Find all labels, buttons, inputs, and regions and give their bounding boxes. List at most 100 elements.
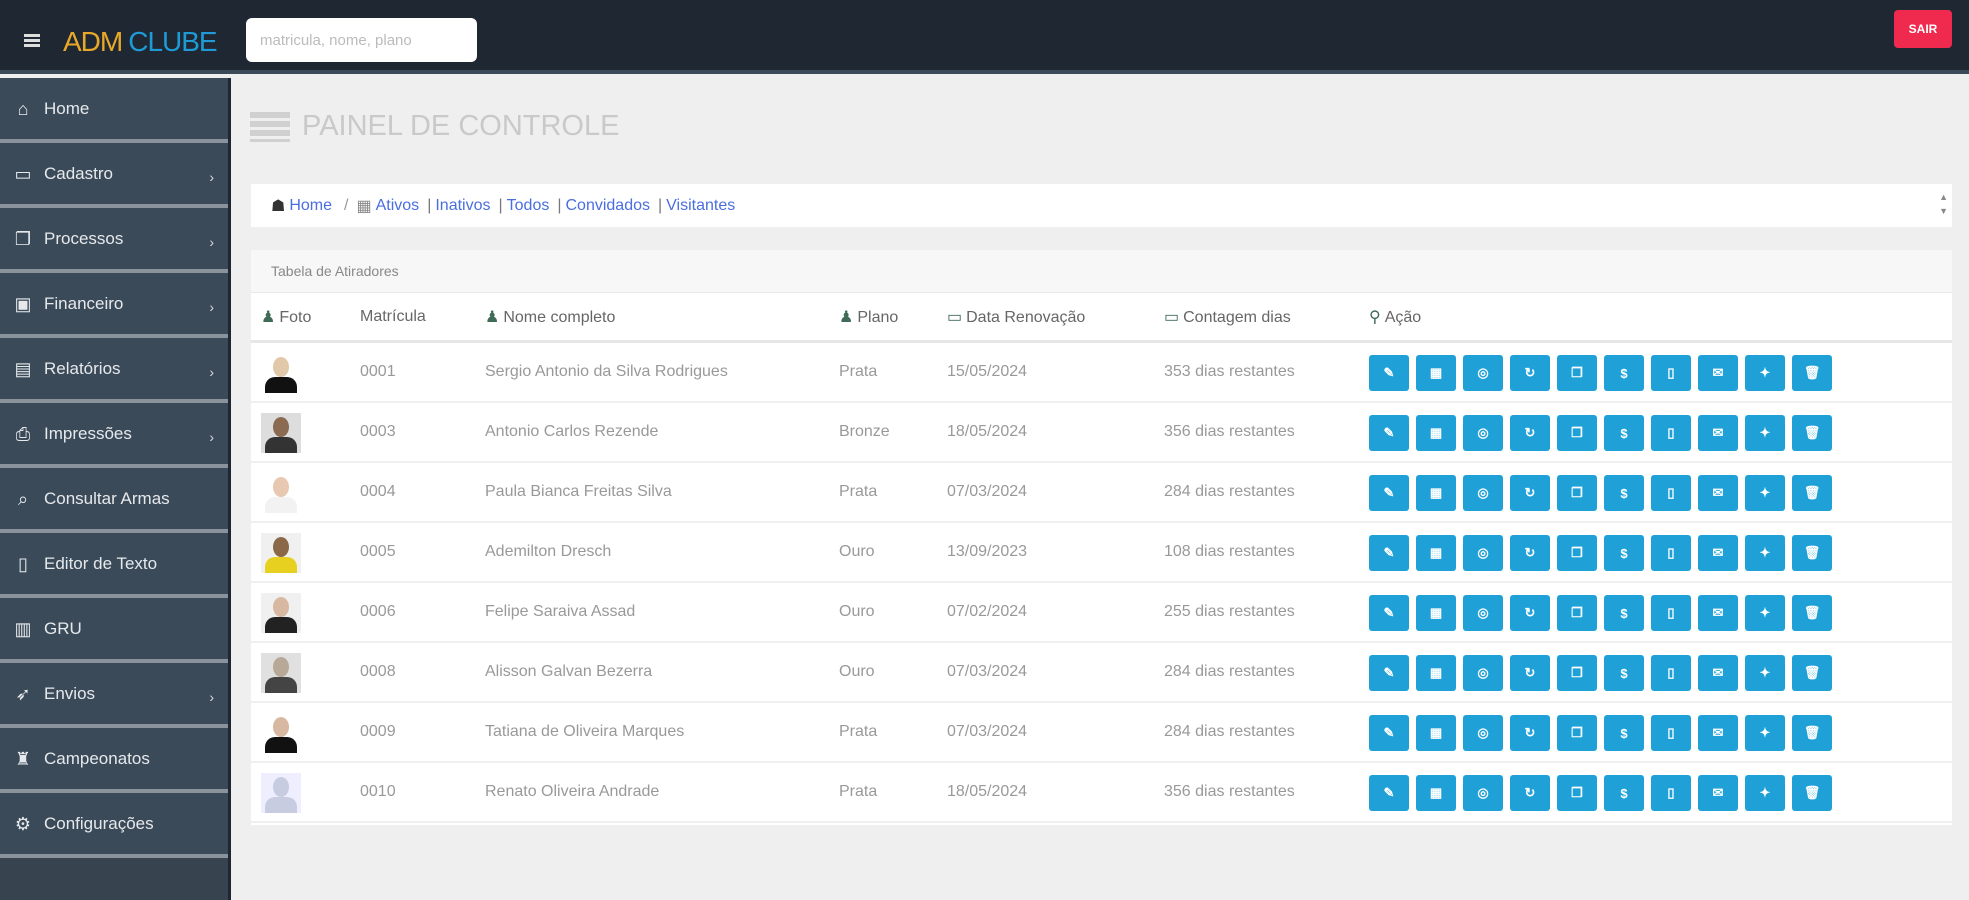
edit-button[interactable]: ✎ [1369, 415, 1409, 451]
dollar-button[interactable]: $ [1604, 535, 1644, 571]
envelope-button[interactable]: ✉ [1698, 535, 1738, 571]
id-card-button[interactable]: ▦ [1416, 775, 1456, 811]
wrench-button[interactable]: ✦ [1745, 415, 1785, 451]
logout-button[interactable]: SAIR [1894, 10, 1952, 48]
column-header[interactable]: Matrícula [360, 308, 426, 326]
edit-button[interactable]: ✎ [1369, 355, 1409, 391]
sidebar-item-processos[interactable]: ❐ Processos › [0, 208, 228, 273]
scroll-arrows[interactable]: ▲ ▼ [1939, 192, 1948, 216]
dollar-button[interactable]: $ [1604, 775, 1644, 811]
edit-button[interactable]: ✎ [1369, 775, 1409, 811]
trash-button[interactable]: 🗑 [1792, 595, 1832, 631]
dollar-button[interactable]: $ [1604, 595, 1644, 631]
file-button[interactable]: ▯ [1651, 595, 1691, 631]
wrench-button[interactable]: ✦ [1745, 595, 1785, 631]
whatsapp-button[interactable]: ◎ [1463, 715, 1503, 751]
sidebar-item-home[interactable]: ⌂ Home [0, 78, 228, 143]
whatsapp-button[interactable]: ◎ [1463, 475, 1503, 511]
breadcrumb-home[interactable]: Home [289, 196, 333, 214]
edit-button[interactable]: ✎ [1369, 535, 1409, 571]
sidebar-item-cadastro[interactable]: ▭ Cadastro › [0, 143, 228, 208]
breadcrumb-link-convidados[interactable]: Convidados [565, 196, 651, 214]
refresh-button[interactable]: ↻ [1510, 595, 1550, 631]
file-button[interactable]: ▯ [1651, 355, 1691, 391]
file-button[interactable]: ▯ [1651, 775, 1691, 811]
copy-button[interactable]: ❐ [1557, 595, 1597, 631]
breadcrumb-link-visitantes[interactable]: Visitantes [666, 196, 736, 214]
whatsapp-button[interactable]: ◎ [1463, 775, 1503, 811]
sidebar-item-financeiro[interactable]: ▣ Financeiro › [0, 273, 228, 338]
trash-button[interactable]: 🗑 [1792, 535, 1832, 571]
copy-button[interactable]: ❐ [1557, 655, 1597, 691]
whatsapp-button[interactable]: ◎ [1463, 655, 1503, 691]
edit-button[interactable]: ✎ [1369, 595, 1409, 631]
refresh-button[interactable]: ↻ [1510, 775, 1550, 811]
id-card-button[interactable]: ▦ [1416, 655, 1456, 691]
wrench-button[interactable]: ✦ [1745, 715, 1785, 751]
copy-button[interactable]: ❐ [1557, 715, 1597, 751]
envelope-button[interactable]: ✉ [1698, 475, 1738, 511]
trash-button[interactable]: 🗑 [1792, 415, 1832, 451]
dollar-button[interactable]: $ [1604, 715, 1644, 751]
id-card-button[interactable]: ▦ [1416, 475, 1456, 511]
sidebar-item-gru[interactable]: ▥ GRU [0, 598, 228, 663]
envelope-button[interactable]: ✉ [1698, 715, 1738, 751]
dollar-button[interactable]: $ [1604, 655, 1644, 691]
whatsapp-button[interactable]: ◎ [1463, 355, 1503, 391]
dollar-button[interactable]: $ [1604, 475, 1644, 511]
dollar-button[interactable]: $ [1604, 355, 1644, 391]
whatsapp-button[interactable]: ◎ [1463, 415, 1503, 451]
envelope-button[interactable]: ✉ [1698, 775, 1738, 811]
copy-button[interactable]: ❐ [1557, 415, 1597, 451]
whatsapp-button[interactable]: ◎ [1463, 595, 1503, 631]
id-card-button[interactable]: ▦ [1416, 415, 1456, 451]
refresh-button[interactable]: ↻ [1510, 415, 1550, 451]
copy-button[interactable]: ❐ [1557, 775, 1597, 811]
envelope-button[interactable]: ✉ [1698, 355, 1738, 391]
breadcrumb-link-ativos[interactable]: Ativos [375, 196, 420, 214]
envelope-button[interactable]: ✉ [1698, 655, 1738, 691]
edit-button[interactable]: ✎ [1369, 655, 1409, 691]
edit-button[interactable]: ✎ [1369, 715, 1409, 751]
wrench-button[interactable]: ✦ [1745, 475, 1785, 511]
sidebar-item-envios[interactable]: ➶ Envios › [0, 663, 228, 728]
dollar-button[interactable]: $ [1604, 415, 1644, 451]
column-header[interactable]: ▭ Contagem dias [1164, 307, 1291, 327]
envelope-button[interactable]: ✉ [1698, 415, 1738, 451]
sidebar-item-configuracoes[interactable]: ⚙ Configurações [0, 793, 228, 858]
wrench-button[interactable]: ✦ [1745, 355, 1785, 391]
breadcrumb-link-todos[interactable]: Todos [506, 196, 550, 214]
copy-button[interactable]: ❐ [1557, 355, 1597, 391]
sidebar-item-campeonatos[interactable]: ♜ Campeonatos [0, 728, 228, 793]
sidebar-item-relatorios[interactable]: ▤ Relatórios › [0, 338, 228, 403]
column-header[interactable]: ▭ Data Renovação [947, 307, 1085, 327]
trash-button[interactable]: 🗑 [1792, 775, 1832, 811]
search-input[interactable] [246, 18, 477, 62]
refresh-button[interactable]: ↻ [1510, 715, 1550, 751]
file-button[interactable]: ▯ [1651, 475, 1691, 511]
sidebar-item-consultar-armas[interactable]: ⌕ Consultar Armas [0, 468, 228, 533]
file-button[interactable]: ▯ [1651, 715, 1691, 751]
column-header[interactable]: ♟ Nome completo [485, 307, 615, 327]
id-card-button[interactable]: ▦ [1416, 595, 1456, 631]
id-card-button[interactable]: ▦ [1416, 715, 1456, 751]
wrench-button[interactable]: ✦ [1745, 655, 1785, 691]
column-header[interactable]: ♟ Plano [839, 307, 898, 327]
trash-button[interactable]: 🗑 [1792, 655, 1832, 691]
sidebar-item-editor-de-texto[interactable]: ▯ Editor de Texto [0, 533, 228, 598]
menu-toggle-icon[interactable] [24, 34, 40, 47]
trash-button[interactable]: 🗑 [1792, 475, 1832, 511]
wrench-button[interactable]: ✦ [1745, 535, 1785, 571]
column-header[interactable]: ⚲ Ação [1369, 307, 1421, 327]
envelope-button[interactable]: ✉ [1698, 595, 1738, 631]
trash-button[interactable]: 🗑 [1792, 355, 1832, 391]
edit-button[interactable]: ✎ [1369, 475, 1409, 511]
copy-button[interactable]: ❐ [1557, 475, 1597, 511]
column-header[interactable]: ♟ Foto [261, 307, 311, 327]
wrench-button[interactable]: ✦ [1745, 775, 1785, 811]
breadcrumb-link-inativos[interactable]: Inativos [435, 196, 491, 214]
id-card-button[interactable]: ▦ [1416, 535, 1456, 571]
refresh-button[interactable]: ↻ [1510, 535, 1550, 571]
file-button[interactable]: ▯ [1651, 535, 1691, 571]
file-button[interactable]: ▯ [1651, 655, 1691, 691]
